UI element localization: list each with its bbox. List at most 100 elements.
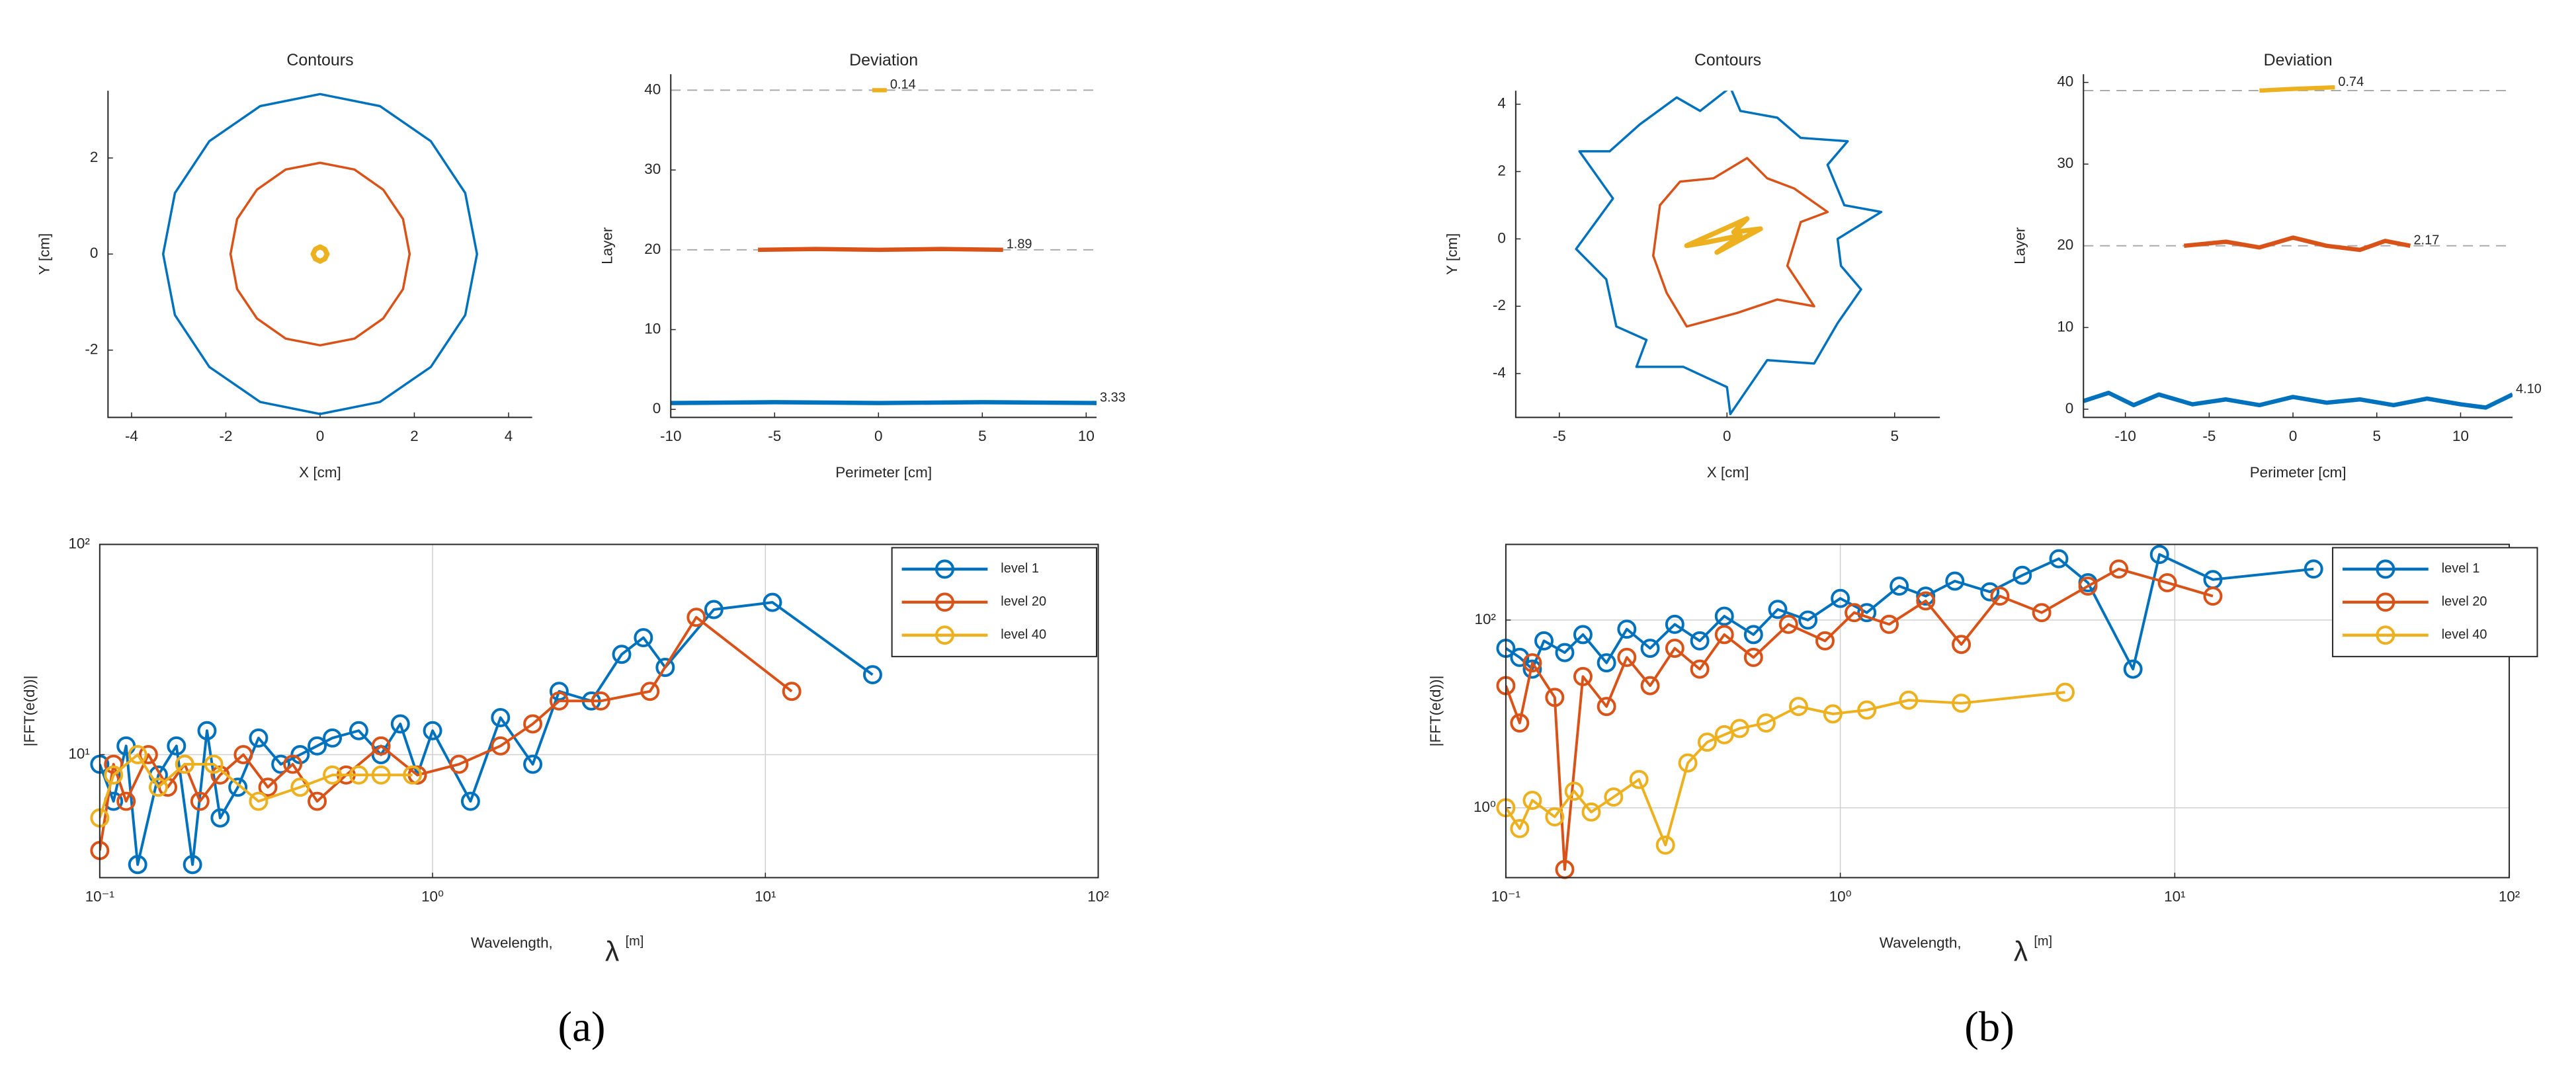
y-tick-label: 4 xyxy=(1497,95,1505,112)
axes-spines xyxy=(670,74,1097,418)
x-tick-label: 10¹ xyxy=(2164,888,2185,904)
x-tick-label: -4 xyxy=(125,428,138,444)
series-line xyxy=(1575,91,1883,415)
marker xyxy=(460,791,480,811)
marker xyxy=(1510,713,1530,733)
x-tick-label: 10⁻¹ xyxy=(1491,888,1520,904)
series-line xyxy=(1505,691,2065,847)
y-tick-label: -4 xyxy=(1493,364,1506,381)
series-line xyxy=(99,601,874,866)
marker xyxy=(782,682,802,701)
marker xyxy=(210,808,230,828)
marker xyxy=(308,791,327,811)
marker xyxy=(1980,582,2000,602)
y-tick-label: 2 xyxy=(1497,162,1505,178)
marker xyxy=(640,682,660,701)
axes-box xyxy=(1505,543,2511,879)
marker xyxy=(1597,697,1616,717)
chart-title: Contours xyxy=(1694,51,1761,69)
marker xyxy=(2123,659,2143,679)
marker xyxy=(1573,625,1593,645)
axes-spines xyxy=(1515,91,1940,418)
y-tick-label: 0 xyxy=(2065,400,2073,416)
marker xyxy=(1555,643,1575,662)
x-tick-label: -5 xyxy=(1553,428,1566,444)
marker xyxy=(1756,713,1776,733)
marker xyxy=(1697,732,1717,752)
marker xyxy=(2109,559,2129,579)
marker xyxy=(323,765,343,785)
marker xyxy=(104,754,124,774)
marker xyxy=(183,855,202,875)
y-tick-label: 0 xyxy=(90,245,98,261)
x-axis-symbol: λ xyxy=(2014,936,2028,967)
x-axis-label: X [cm] xyxy=(1707,464,1749,481)
legend-marker xyxy=(2376,592,2395,612)
series-line xyxy=(99,615,793,851)
legend-label: level 1 xyxy=(2442,561,2480,576)
y-tick-label: 10¹ xyxy=(68,745,89,762)
y-tick-label: 10⁰ xyxy=(1474,799,1496,815)
legend-marker xyxy=(935,559,954,579)
marker xyxy=(862,665,882,685)
marker xyxy=(1597,653,1616,673)
y-axis-label: Layer xyxy=(2011,227,2028,264)
marker xyxy=(2049,549,2069,569)
marker xyxy=(1815,631,1835,651)
marker xyxy=(1831,588,1850,608)
marker xyxy=(283,754,303,774)
marker xyxy=(1617,619,1637,639)
x-tick-label: -2 xyxy=(219,428,232,444)
x-tick-label: 0 xyxy=(316,428,324,444)
marker xyxy=(1640,676,1660,695)
marker xyxy=(390,714,410,734)
marker xyxy=(271,754,291,774)
series-line xyxy=(229,161,411,347)
x-tick-label: -10 xyxy=(660,428,681,444)
axes-spines xyxy=(2083,74,2513,418)
marker xyxy=(249,728,269,748)
chart-title: Contours xyxy=(286,51,353,69)
marker xyxy=(1522,653,1542,673)
marker xyxy=(704,600,724,619)
x-tick-label: 5 xyxy=(978,428,986,444)
caption: (b) xyxy=(1964,1003,2015,1050)
series-line xyxy=(1651,157,1829,328)
series-line xyxy=(2184,235,2411,253)
marker xyxy=(1665,614,1684,634)
y-axis-label: |FFT(e(d))| xyxy=(1427,676,1444,747)
marker xyxy=(1581,802,1601,822)
marker xyxy=(1899,690,1919,710)
x-tick-label: 10² xyxy=(1087,888,1109,904)
y-tick-label: 10² xyxy=(68,535,90,551)
x-axis-label: Wavelength, xyxy=(1880,934,1962,951)
marker xyxy=(197,721,217,740)
marker xyxy=(1880,614,1899,634)
y-tick-label: 10² xyxy=(1474,611,1496,627)
x-tick-label: 10⁰ xyxy=(421,888,444,904)
series-line xyxy=(1505,553,2314,671)
x-axis-unit: [m] xyxy=(2034,934,2052,949)
x-axis-symbol: λ xyxy=(605,936,619,967)
panel: 10⁻¹ 10⁰ 10¹ 10² 10¹ 10² Wavelength, λ [m] |FFT(e… xyxy=(21,535,1109,967)
x-tick-label: -5 xyxy=(768,428,781,444)
marker xyxy=(167,736,187,756)
x-tick-label: 2 xyxy=(410,428,418,444)
marker xyxy=(2078,576,2098,596)
marker xyxy=(1990,586,2010,606)
end-label: 0.74 xyxy=(2338,75,2364,89)
y-axis-label: Y [cm] xyxy=(36,233,52,275)
marker xyxy=(1690,659,1710,679)
series-line xyxy=(1684,216,1763,255)
marker xyxy=(1952,693,1972,713)
marker xyxy=(138,745,158,764)
legend-label: level 20 xyxy=(1001,594,1046,609)
marker xyxy=(591,691,610,711)
marker xyxy=(491,708,511,727)
marker xyxy=(449,754,469,774)
marker xyxy=(1768,600,1788,619)
marker xyxy=(1604,787,1624,807)
marker xyxy=(1690,631,1710,651)
series-line xyxy=(310,244,330,264)
x-tick-label: 0 xyxy=(2289,428,2297,444)
